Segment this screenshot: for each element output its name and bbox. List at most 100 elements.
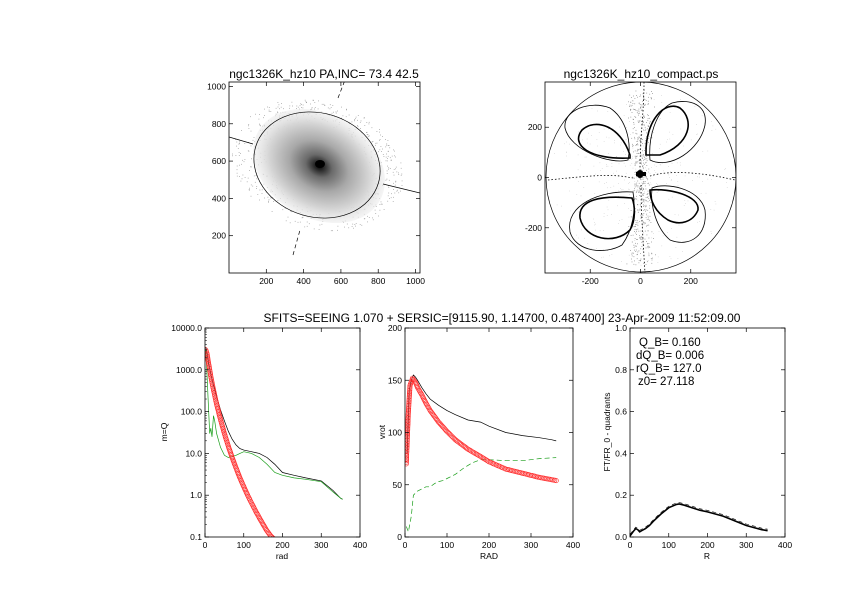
galaxy-speckle [386,173,388,174]
galaxy-speckle [329,104,331,106]
compact-speckle [659,118,661,119]
galaxy-speckle [387,155,389,157]
compact-speckle [632,158,633,159]
compact-speckle [702,151,704,152]
galaxy-speckle [389,157,391,159]
compact-speckle [645,206,646,208]
y-tick-label: 0.0 [615,532,627,542]
galaxy-speckle [244,159,246,160]
compact-speckle [637,180,639,182]
compact-speckle [653,233,654,234]
compact-speckle [644,163,645,165]
compact-speckle [643,193,645,194]
compact-speckle [630,109,631,111]
compact-speckle [640,236,641,238]
y-tick-label: -200 [525,223,542,233]
compact-speckle [645,217,647,219]
compact-speckle [614,142,615,144]
vrot-series-red-point [405,424,411,430]
galaxy-speckle [379,209,381,211]
compact-speckle [638,108,640,110]
galaxy-speckle [389,198,390,199]
compact-speckle [649,136,650,137]
compact-speckle [643,115,644,117]
compact-speckle [602,249,604,250]
galaxy-speckle [264,115,265,116]
compact-speckle [644,124,645,126]
compact-speckle [640,154,642,156]
compact-speckle [643,124,645,126]
compact-speckle [647,178,649,180]
mq-series-red-point [262,525,268,531]
compact-speckle [634,163,636,165]
compact-speckle [643,206,644,207]
compact-speckle [621,189,623,191]
compact-speckle [647,217,649,219]
compact-speckle [629,106,630,107]
compact-speckle [639,191,640,193]
compact-speckle [638,153,640,154]
galaxy-speckle [280,106,282,108]
compact-speckle [642,165,644,167]
compact-speckle [637,144,639,146]
galaxy-speckle [232,153,233,155]
mq-series-red-point [257,516,263,522]
mq-series-red-point [253,509,259,515]
compact-speckle [639,148,641,150]
mq-series-red-point [210,383,216,389]
compact-speckle [642,193,643,195]
x-tick-label: 300 [314,540,328,550]
compact-speckle [648,168,650,170]
compact-speckle [587,243,589,244]
compact-speckle [643,223,645,225]
galaxy-speckle [268,107,270,108]
compact-speckle [630,216,632,218]
mq-series-red-point [254,510,260,516]
compact-speckle [576,234,577,236]
compact-speckle [646,165,648,166]
compact-speckle [647,247,649,249]
compact-speckle [643,90,645,91]
y-tick-label: 0.4 [615,448,627,458]
compact-speckle [646,225,647,227]
vrot-series-red-point [406,394,412,400]
compact-speckle [648,255,650,257]
compact-speckle [677,181,679,182]
galaxy-speckle [239,176,240,177]
galaxy-speckle [388,179,390,181]
compact-speckle [641,237,643,238]
galaxy-speckle [297,106,299,108]
vrot-series-red-point [425,403,431,409]
compact-speckle [634,103,636,105]
compact-speckle [655,166,657,167]
galaxy-speckle [289,107,290,109]
compact-speckle [643,155,645,157]
compact-speckle [643,154,644,156]
compact-speckle [642,198,644,200]
galaxy-speckle [306,225,308,227]
galaxy-speckle [259,189,261,191]
vrot-series-black-line [406,374,557,454]
compact-speckle [676,236,678,238]
compact-speckle [583,187,585,188]
compact-speckle [652,93,653,94]
compact-speckle [632,227,633,229]
compact-speckle [634,183,636,185]
galaxy-speckle [389,168,391,169]
galaxy-speckle [355,116,357,118]
compact-speckle [620,237,621,239]
compact-speckle [639,160,641,161]
x-tick-label: 0 [638,276,643,286]
compact-speckle [599,162,601,164]
vrot-axes: 0 100 200 300 400 0 50 100 150 200 [388,323,581,550]
galaxy-speckle [351,226,353,227]
compact-speckle [635,145,637,146]
galaxy-speckle [346,108,347,110]
x-tick-label: 200 [259,276,273,286]
compact-speckle [619,126,620,128]
galaxy-speckle [268,111,270,112]
compact-speckle [642,157,643,159]
compact-speckle [666,183,667,184]
galaxy-speckle [312,99,314,101]
galaxy-speckle [367,135,369,137]
